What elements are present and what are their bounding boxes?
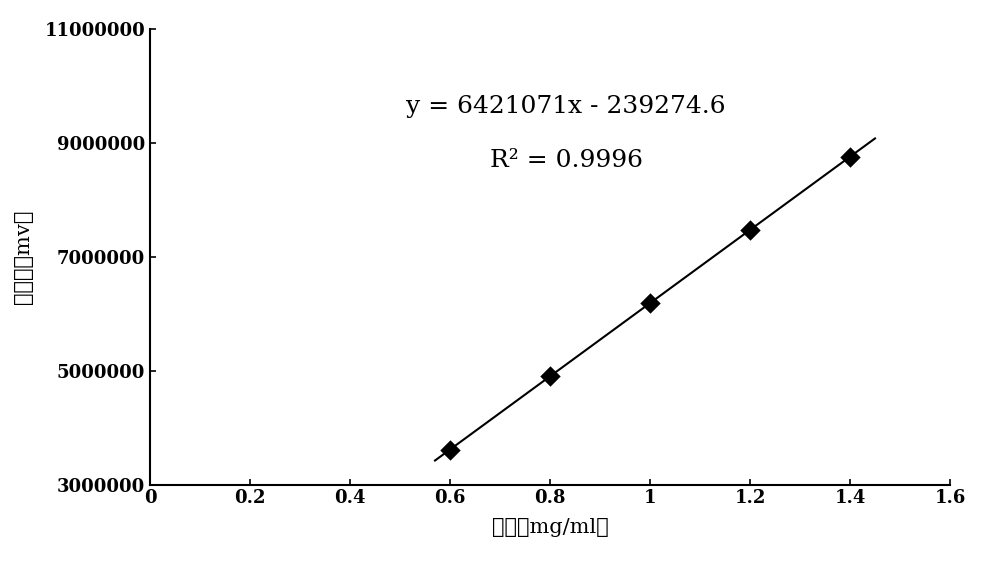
- Point: [842, 152, 858, 161]
- Point: [442, 445, 458, 454]
- Y-axis label: 峰面积（mv）: 峰面积（mv）: [14, 209, 33, 304]
- Text: y = 6421071x - 239274.6: y = 6421071x - 239274.6: [406, 95, 726, 117]
- Point: [642, 299, 658, 308]
- Point: [542, 372, 558, 381]
- Point: [742, 225, 758, 234]
- Text: R² = 0.9996: R² = 0.9996: [490, 149, 642, 172]
- X-axis label: 浓度（mg/ml）: 浓度（mg/ml）: [492, 519, 608, 538]
